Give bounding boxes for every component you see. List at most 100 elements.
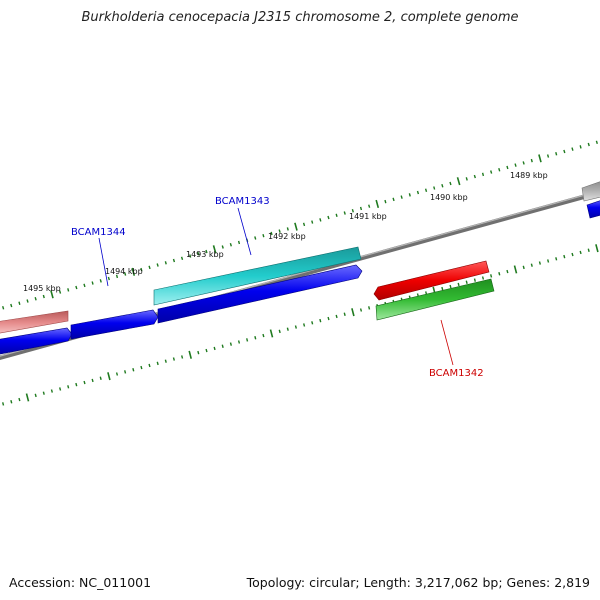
- feature-pink[interactable]: [0, 310, 69, 334]
- major-tick: [595, 244, 599, 253]
- minor-tick: [197, 252, 200, 256]
- minor-tick: [530, 263, 533, 267]
- gene-label-text: BCAM1343: [215, 196, 270, 207]
- minor-tick: [343, 211, 346, 215]
- tick-label: 1491 kbp: [349, 212, 387, 221]
- minor-tick: [546, 154, 550, 158]
- minor-tick: [140, 267, 143, 272]
- minor-tick: [441, 184, 444, 188]
- minor-tick: [189, 254, 192, 258]
- minor-tick: [124, 370, 127, 374]
- major-tick: [107, 372, 111, 381]
- tick-label: 1492 kbp: [268, 232, 306, 241]
- minor-tick: [465, 177, 468, 181]
- tick-labels: 1489 kbp 1490 kbp 1491 kbp 1492 kbp 1493…: [23, 171, 548, 293]
- minor-tick: [172, 258, 176, 263]
- minor-tick: [319, 218, 322, 222]
- minor-tick: [34, 297, 37, 301]
- minor-tick: [164, 261, 167, 265]
- minor-tick: [538, 261, 541, 265]
- minor-tick: [83, 283, 86, 288]
- minor-tick: [205, 249, 208, 254]
- gene-label-bcam1343: BCAM1343: [215, 196, 270, 256]
- minor-tick: [555, 152, 558, 156]
- major-tick: [25, 393, 30, 402]
- major-tick: [456, 177, 461, 186]
- minor-tick: [563, 149, 566, 154]
- feature-grey[interactable]: [581, 180, 600, 202]
- minor-tick: [563, 254, 566, 259]
- minor-tick: [384, 199, 387, 204]
- minor-tick: [359, 206, 363, 211]
- minor-tick: [197, 350, 200, 355]
- minor-tick: [514, 163, 517, 167]
- minor-tick: [424, 188, 428, 192]
- minor-tick: [75, 285, 78, 290]
- major-tick: [212, 245, 217, 254]
- feature-blue-left[interactable]: [0, 327, 73, 355]
- minor-tick: [124, 272, 127, 276]
- major-tick: [513, 265, 518, 274]
- feature-blue-bcam1343[interactable]: [157, 264, 363, 324]
- minor-tick: [571, 147, 574, 151]
- minor-tick: [10, 400, 13, 404]
- minor-tick: [156, 361, 159, 366]
- outer-tick-ring: [2, 140, 598, 310]
- minor-tick: [59, 387, 62, 391]
- minor-tick: [359, 308, 363, 312]
- minor-tick: [506, 269, 509, 274]
- minor-tick: [400, 195, 403, 199]
- minor-tick: [278, 329, 281, 334]
- minor-tick: [433, 186, 436, 190]
- minor-tick: [595, 140, 598, 145]
- minor-tick: [555, 257, 558, 261]
- feature-blue-right[interactable]: [586, 199, 600, 219]
- minor-tick: [237, 340, 241, 344]
- gene-label-text: BCAM1344: [71, 227, 126, 238]
- minor-tick: [91, 281, 94, 285]
- minor-tick: [587, 142, 590, 147]
- feature-blue-bcam1344[interactable]: [70, 309, 159, 340]
- minor-tick: [164, 359, 167, 363]
- major-tick: [131, 267, 136, 276]
- minor-tick: [2, 306, 5, 310]
- minor-tick: [140, 365, 143, 370]
- minor-tick: [587, 248, 590, 252]
- minor-tick: [213, 346, 216, 351]
- feature-green-bcam1342[interactable]: [375, 278, 495, 321]
- minor-tick: [18, 397, 21, 402]
- major-tick: [351, 308, 355, 317]
- major-tick: [50, 290, 54, 299]
- tick-label: 1489 kbp: [510, 171, 548, 180]
- minor-tick: [530, 158, 533, 163]
- tick-label: 1493 kbp: [186, 250, 224, 259]
- minor-tick: [237, 240, 241, 245]
- minor-tick: [91, 378, 94, 383]
- minor-tick: [303, 323, 306, 327]
- minor-tick: [327, 316, 330, 321]
- minor-tick: [50, 389, 53, 393]
- minor-tick: [343, 312, 346, 316]
- minor-tick: [498, 272, 501, 276]
- minor-tick: [311, 321, 314, 325]
- minor-tick: [205, 348, 208, 353]
- minor-tick: [571, 252, 574, 257]
- minor-tick: [465, 280, 468, 284]
- map-title: Burkholderia cenocepacia J2315 chromosom…: [81, 10, 519, 25]
- major-tick: [269, 329, 274, 338]
- minor-tick: [302, 222, 306, 227]
- inner-tick-ring: [2, 244, 599, 406]
- minor-tick: [148, 363, 151, 368]
- minor-tick: [392, 197, 395, 202]
- minor-tick: [172, 357, 175, 361]
- minor-tick: [148, 265, 151, 270]
- minor-tick: [181, 355, 184, 359]
- minor-tick: [449, 181, 452, 186]
- minor-tick: [67, 385, 70, 389]
- minor-tick: [319, 318, 322, 323]
- minor-tick: [522, 161, 525, 165]
- minor-tick: [99, 279, 102, 283]
- feature-cyan-bcam1343[interactable]: [153, 246, 362, 306]
- tick-label: 1490 kbp: [430, 193, 468, 202]
- feature-red-bcam1342[interactable]: [373, 260, 490, 301]
